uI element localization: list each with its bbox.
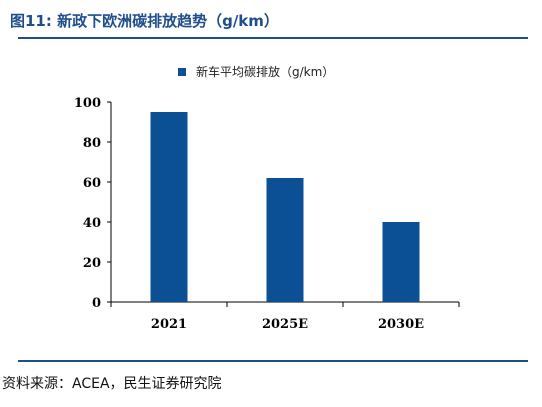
legend: 新车平均碳排放（g/km） (178, 63, 334, 80)
y-tick-label: 60 (83, 176, 101, 191)
y-tick-label: 100 (74, 96, 101, 111)
title-rule (18, 37, 528, 39)
y-tick-label: 40 (83, 216, 101, 231)
bar-2021 (150, 112, 188, 302)
source-note: 资料来源：ACEA，民生证券研究院 (2, 376, 222, 392)
tick-labels: 0 20 40 60 80 100 2021 2025E 2030E (74, 96, 424, 332)
y-tick-label: 20 (83, 256, 101, 271)
x-tick-label: 2030E (378, 317, 424, 332)
bars (150, 112, 420, 302)
figure-title: 图11: 新政下欧洲碳排放趋势（g/km） (10, 12, 279, 30)
y-tick-label: 80 (83, 136, 101, 151)
legend-label: 新车平均碳排放（g/km） (196, 65, 335, 79)
bar-2030E (382, 222, 420, 302)
x-tick-label: 2025E (262, 317, 308, 332)
source-rule (18, 360, 528, 362)
x-tick-label: 2021 (151, 317, 187, 332)
legend-swatch (178, 67, 186, 76)
bar-2025E (266, 178, 304, 302)
y-tick-label: 0 (92, 296, 101, 311)
bar-chart: 0 20 40 60 80 100 2021 2025E 2030E (74, 96, 460, 332)
